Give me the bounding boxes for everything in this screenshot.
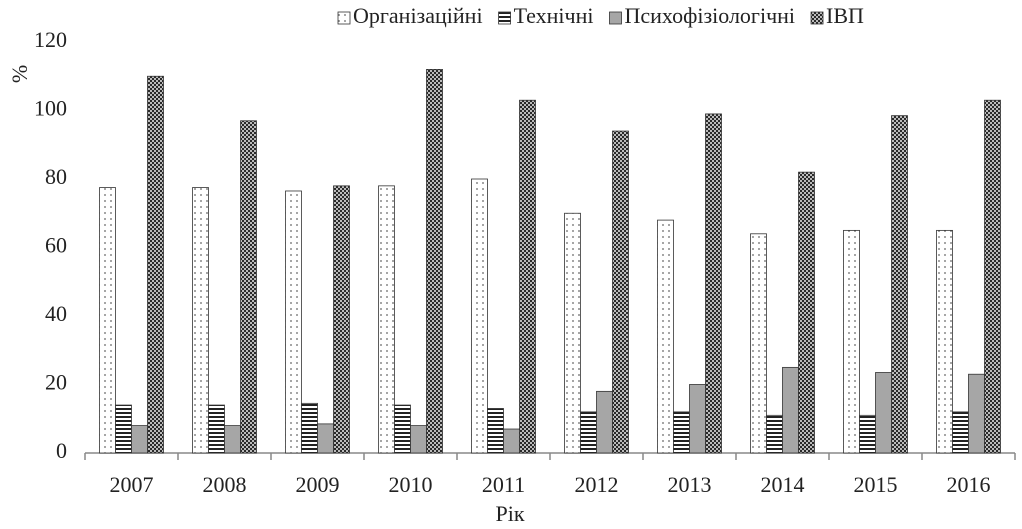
bar bbox=[394, 404, 411, 454]
bar bbox=[378, 185, 395, 454]
y-axis-label: % bbox=[7, 65, 32, 83]
legend-swatch bbox=[810, 11, 824, 25]
bar bbox=[333, 185, 350, 454]
x-tick-label: 2013 bbox=[668, 472, 712, 497]
bar bbox=[891, 115, 908, 454]
bar bbox=[782, 366, 799, 454]
bar bbox=[859, 414, 876, 454]
bar bbox=[487, 408, 504, 454]
x-tick-label: 2015 bbox=[854, 472, 898, 497]
y-tick-label: 40 bbox=[45, 301, 67, 326]
bar bbox=[471, 178, 488, 454]
x-tick-label: 2016 bbox=[947, 472, 991, 497]
bar bbox=[285, 190, 302, 454]
bar bbox=[673, 411, 690, 454]
bar bbox=[317, 423, 334, 454]
x-axis-label: Рік bbox=[495, 501, 524, 526]
bar bbox=[147, 75, 164, 454]
bar bbox=[99, 187, 116, 454]
legend-swatch bbox=[337, 11, 351, 25]
bar bbox=[240, 120, 257, 454]
bar bbox=[410, 425, 427, 454]
legend-background bbox=[330, 2, 1020, 36]
legend-label: ІВП bbox=[826, 3, 864, 28]
legend-label: Організаційні bbox=[353, 3, 483, 28]
x-tick-label: 2009 bbox=[296, 472, 340, 497]
x-tick-label: 2011 bbox=[482, 472, 525, 497]
bar bbox=[115, 404, 132, 454]
bar bbox=[952, 411, 969, 454]
y-tick-label: 60 bbox=[45, 233, 67, 258]
bar bbox=[798, 171, 815, 454]
bar bbox=[596, 390, 613, 454]
bar bbox=[131, 425, 148, 454]
bar bbox=[843, 229, 860, 454]
bar bbox=[301, 402, 318, 454]
x-tick-label: 2010 bbox=[389, 472, 433, 497]
bar bbox=[580, 411, 597, 454]
bar bbox=[224, 425, 241, 454]
bar bbox=[705, 113, 722, 454]
bar bbox=[612, 130, 629, 454]
y-tick-label: 0 bbox=[56, 438, 67, 463]
bar bbox=[503, 428, 520, 454]
bar bbox=[208, 404, 225, 454]
bar bbox=[766, 414, 783, 454]
bar bbox=[519, 99, 536, 454]
y-tick-label: 20 bbox=[45, 370, 67, 395]
legend-label: Психофізіологічні bbox=[624, 3, 795, 28]
bar bbox=[657, 219, 674, 454]
bar bbox=[968, 373, 985, 454]
legend-swatch bbox=[498, 11, 511, 25]
x-tick-label: 2012 bbox=[575, 472, 619, 497]
x-tick-label: 2008 bbox=[203, 472, 247, 497]
x-tick-label: 2014 bbox=[761, 472, 805, 497]
bar bbox=[426, 69, 443, 454]
y-tick-label: 80 bbox=[45, 164, 67, 189]
x-tick-label: 2007 bbox=[110, 472, 154, 497]
bar bbox=[192, 187, 209, 454]
bar bbox=[750, 233, 767, 454]
legend-swatch bbox=[609, 11, 622, 25]
y-tick-label: 100 bbox=[34, 96, 67, 121]
bar bbox=[564, 212, 581, 454]
legend-label: Технічні bbox=[514, 3, 594, 28]
bar bbox=[875, 372, 892, 454]
bar bbox=[689, 384, 706, 454]
bar bbox=[984, 99, 1001, 454]
y-tick-label: 120 bbox=[34, 27, 67, 52]
bar bbox=[936, 229, 953, 454]
